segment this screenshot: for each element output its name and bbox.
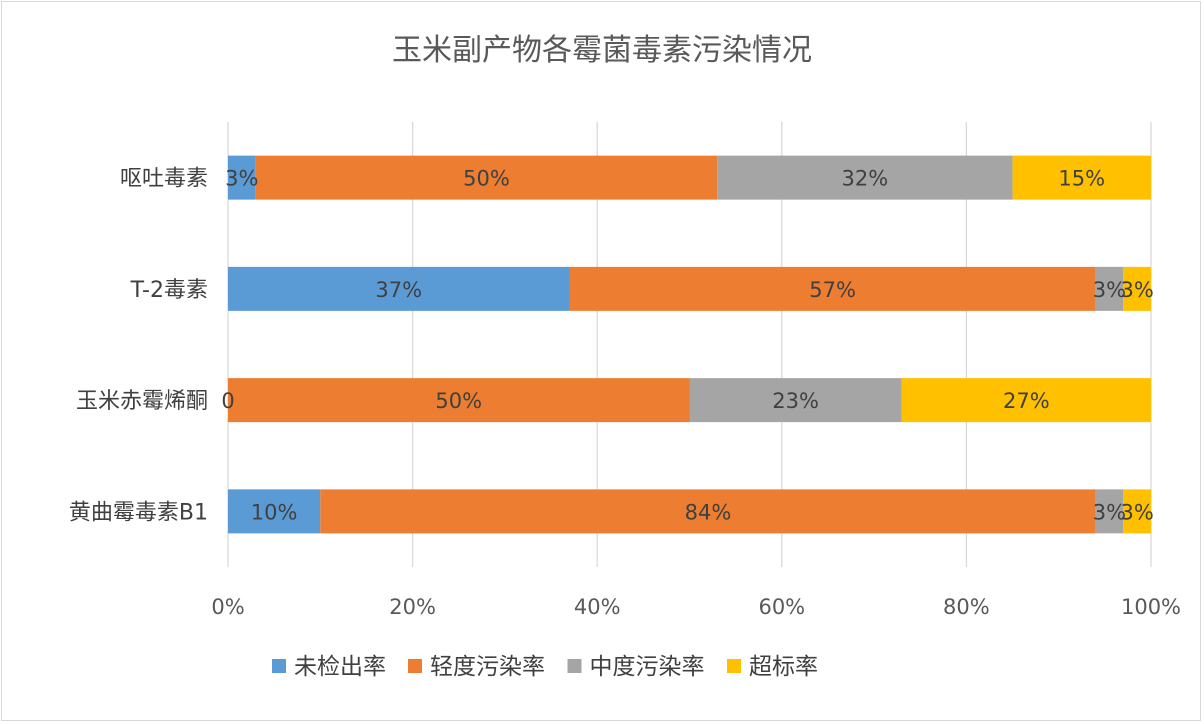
value-axis-ticks: 0% 20% 40% 60% 80% 100% bbox=[211, 595, 1181, 619]
bar-segment bbox=[1123, 489, 1151, 534]
data-label: 10% bbox=[251, 500, 298, 524]
legend-item: 轻度污染率 bbox=[408, 654, 545, 680]
bar-segment bbox=[228, 266, 570, 311]
bar-segment bbox=[717, 155, 1013, 200]
bar-segment bbox=[228, 378, 690, 423]
category-label: 呕吐毒素 bbox=[120, 167, 208, 192]
x-tick-label: 100% bbox=[1121, 595, 1181, 619]
legend-label: 轻度污染率 bbox=[430, 654, 545, 680]
data-label: 50% bbox=[435, 389, 482, 413]
bars bbox=[228, 155, 1151, 534]
legend-label: 中度污染率 bbox=[590, 654, 705, 680]
data-label: 3% bbox=[1120, 500, 1153, 524]
chart-title: 玉米副产物各霉菌毒素污染情况 bbox=[392, 33, 812, 68]
data-label: 0 bbox=[221, 389, 234, 413]
legend-swatch bbox=[272, 659, 286, 673]
data-label: 57% bbox=[809, 278, 856, 302]
category-label: T-2毒素 bbox=[130, 278, 208, 303]
data-label: 3% bbox=[225, 167, 258, 191]
x-tick-label: 20% bbox=[389, 595, 436, 619]
data-label: 37% bbox=[375, 278, 422, 302]
data-label: 3% bbox=[1120, 278, 1153, 302]
category-label: 黄曲霉毒素B1 bbox=[69, 500, 208, 525]
legend-item: 超标率 bbox=[727, 654, 818, 680]
legend-swatch bbox=[727, 659, 741, 673]
data-label: 15% bbox=[1058, 167, 1105, 191]
bar-segment bbox=[1095, 489, 1124, 534]
x-tick-label: 40% bbox=[574, 595, 621, 619]
legend-swatch bbox=[408, 659, 422, 673]
bar-segment bbox=[320, 489, 1096, 534]
data-label: 50% bbox=[463, 167, 510, 191]
x-tick-label: 60% bbox=[758, 595, 805, 619]
data-labels: 3% 50% 32% 15%37% 57% 3%3%0 50% 23% 27%10% 84% 3%3… bbox=[221, 167, 1154, 525]
legend-item: 中度污染率 bbox=[567, 654, 705, 680]
legend-swatch bbox=[567, 659, 582, 673]
data-label: 23% bbox=[772, 389, 819, 413]
bar-segment bbox=[1095, 266, 1124, 311]
data-label: 27% bbox=[1003, 389, 1050, 413]
legend: 未检出率 轻度污染率 中度污染率 超标率 bbox=[272, 654, 818, 680]
data-label: 32% bbox=[842, 167, 889, 191]
data-label: 3% bbox=[1093, 500, 1126, 524]
data-label: 3% bbox=[1093, 278, 1126, 302]
category-label: 玉米赤霉烯酮 bbox=[76, 389, 208, 414]
legend-item: 未检出率 bbox=[272, 654, 386, 680]
bar-segment bbox=[255, 155, 718, 200]
bar-segment bbox=[1123, 266, 1151, 311]
bar-segment bbox=[901, 378, 1151, 423]
legend-label: 未检出率 bbox=[294, 654, 386, 680]
x-tick-label: 0% bbox=[211, 595, 244, 619]
bar-segment bbox=[569, 266, 1096, 311]
bar-segment bbox=[228, 489, 321, 534]
x-tick-label: 80% bbox=[943, 595, 990, 619]
data-label: 84% bbox=[685, 500, 732, 524]
legend-label: 超标率 bbox=[749, 654, 818, 680]
bar-segment bbox=[689, 378, 902, 423]
bar-segment bbox=[1012, 155, 1151, 200]
bar-segment bbox=[228, 155, 256, 200]
